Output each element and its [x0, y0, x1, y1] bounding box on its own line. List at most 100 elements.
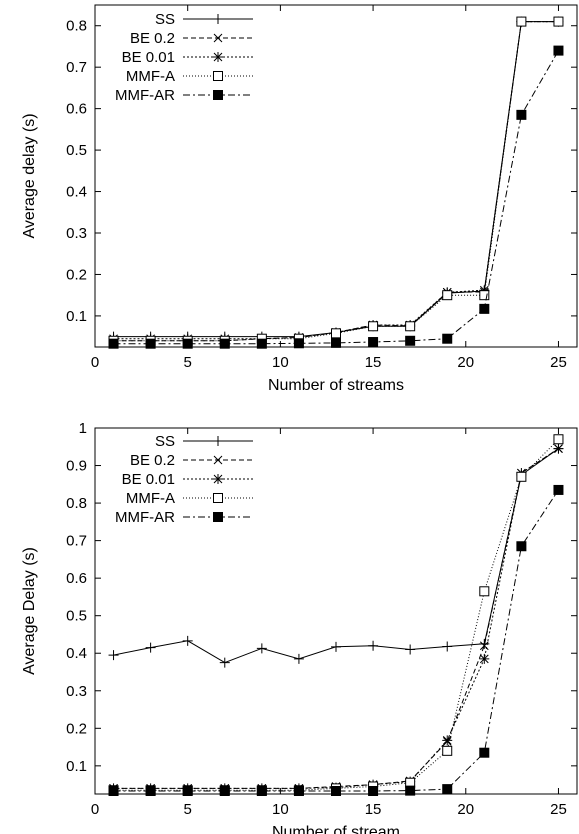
y-axis-label: Average Delay (s)	[21, 547, 38, 675]
legend-label: BE 0.01	[122, 471, 175, 488]
data-point	[108, 338, 119, 349]
data-point	[331, 641, 341, 652]
data-point	[108, 650, 119, 661]
y-tick-label: 0.5	[66, 608, 87, 625]
data-point	[293, 653, 304, 664]
y-tick-label: 0.6	[66, 101, 87, 118]
series-line	[113, 438, 559, 791]
legend-marker	[213, 33, 223, 43]
data-point	[219, 657, 230, 668]
x-tick-label: 5	[184, 354, 192, 371]
legend-marker	[213, 493, 223, 503]
data-point	[182, 785, 193, 796]
series-be-0-2	[109, 444, 563, 793]
series-mmf-ar	[108, 45, 564, 349]
data-point	[516, 541, 527, 552]
series-line	[113, 448, 559, 789]
data-point	[368, 785, 379, 796]
data-point	[553, 45, 564, 56]
x-tick-label: 15	[365, 354, 382, 371]
data-point	[516, 16, 527, 27]
data-point	[553, 443, 564, 454]
legend-label: MMF-A	[126, 68, 175, 85]
data-point	[442, 641, 453, 652]
data-point	[331, 337, 341, 348]
data-point	[331, 785, 341, 796]
data-point	[405, 785, 416, 796]
data-point	[479, 653, 490, 664]
legend-label: MMF-AR	[115, 509, 175, 526]
legend: SS BE 0.2 BE 0.01 MMF-A MMF-AR	[115, 433, 253, 526]
y-tick-label: 0.6	[66, 570, 87, 587]
series-line	[113, 50, 559, 345]
x-tick-label: 10	[272, 801, 289, 818]
series-mmf-a	[108, 16, 564, 346]
x-tick-label: 20	[457, 354, 474, 371]
x-tick-label: 10	[272, 354, 289, 371]
data-point	[293, 338, 304, 349]
series-line	[113, 21, 559, 338]
y-tick-label: 0.2	[66, 720, 87, 737]
data-point	[405, 335, 416, 346]
y-tick-label: 0.4	[66, 184, 87, 201]
data-point	[442, 290, 453, 301]
y-tick-label: 0.2	[66, 266, 87, 283]
series-mmf-ar	[108, 484, 564, 796]
data-point	[442, 784, 453, 795]
x-tick-label: 25	[550, 801, 567, 818]
y-tick-label: 0.4	[66, 645, 87, 662]
legend-marker	[213, 455, 223, 465]
legend-marker	[213, 14, 223, 24]
legend-marker	[213, 436, 223, 446]
series-line	[113, 489, 559, 792]
y-tick-label: 0.1	[66, 758, 87, 775]
data-point	[479, 290, 490, 301]
data-point	[479, 747, 490, 758]
series-line	[113, 21, 559, 342]
y-tick-label: 0.5	[66, 142, 87, 159]
data-point	[256, 338, 267, 349]
x-tick-label: 0	[91, 354, 99, 371]
series-be-0-2	[109, 17, 563, 346]
legend-label: BE 0.2	[130, 452, 175, 469]
data-point	[145, 338, 156, 349]
y-tick-label: 0.7	[66, 59, 87, 76]
legend-label: BE 0.2	[130, 30, 175, 47]
y-tick-label: 0.3	[66, 683, 87, 700]
series-line	[113, 21, 559, 340]
data-point	[145, 642, 156, 653]
y-tick-label: 0.1	[66, 308, 87, 325]
y-tick-label: 0.3	[66, 225, 87, 242]
y-tick-label: 0.8	[66, 495, 87, 512]
legend-marker	[213, 474, 223, 484]
series-ss	[108, 16, 564, 342]
data-point	[368, 337, 379, 348]
data-point	[108, 785, 119, 796]
data-point	[256, 643, 267, 654]
data-point	[553, 484, 564, 495]
legend-label: SS	[155, 433, 175, 450]
x-tick-label: 0	[91, 801, 99, 818]
data-point	[182, 635, 193, 646]
series-line	[113, 448, 559, 789]
data-point	[145, 785, 156, 796]
x-tick-label: 15	[365, 801, 382, 818]
data-point	[293, 785, 304, 796]
chart-2: 0 5 10 15 20 25 0.1 0.2 0.3 0.4 0.5 0.6 0.7 0.8 0.9 1 Nu…	[21, 420, 578, 834]
series-be-0-01	[108, 16, 564, 344]
series-line	[113, 448, 559, 664]
data-point	[219, 785, 230, 796]
chart-1: 0 5 10 15 20 25 0.1 0.2 0.3 0.4 0.5 0.6 0.7 0.8 Number…	[21, 4, 578, 394]
x-axis-label: Number of streams	[268, 377, 404, 394]
data-point	[442, 735, 453, 746]
legend-label: MMF-A	[126, 490, 175, 507]
data-point	[442, 333, 453, 344]
y-tick-label: 0.7	[66, 533, 87, 550]
y-tick-label: 1	[79, 420, 87, 437]
legend-marker	[213, 90, 223, 100]
series-be-0-01	[108, 443, 564, 794]
legend-marker	[213, 71, 223, 81]
x-axis-label: Number of stream	[272, 824, 400, 834]
legend-marker	[213, 512, 223, 522]
data-point	[256, 785, 267, 796]
